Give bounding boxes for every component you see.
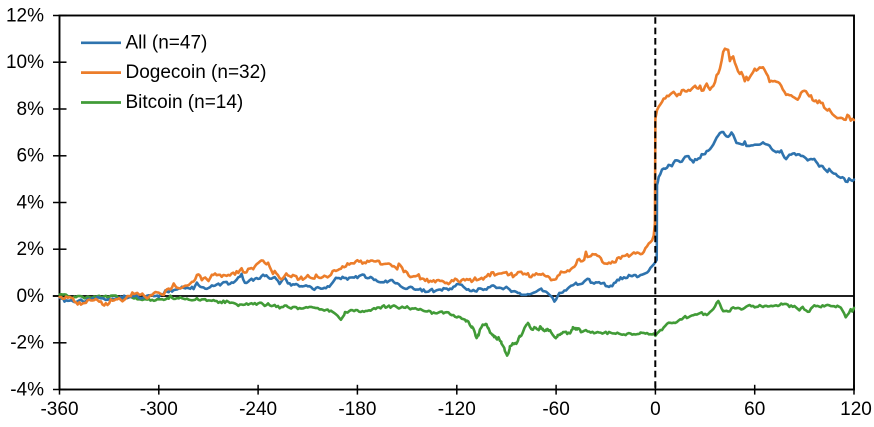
- svg-text:2%: 2%: [17, 239, 45, 260]
- svg-text:-180: -180: [338, 399, 376, 420]
- svg-text:6%: 6%: [17, 146, 45, 167]
- svg-text:-120: -120: [438, 399, 476, 420]
- svg-text:All (n=47): All (n=47): [126, 32, 208, 53]
- svg-text:120: 120: [840, 399, 872, 420]
- svg-text:4%: 4%: [17, 192, 45, 213]
- svg-text:-300: -300: [140, 399, 178, 420]
- svg-text:12%: 12%: [6, 5, 44, 26]
- svg-text:Dogecoin (n=32): Dogecoin (n=32): [126, 62, 267, 83]
- svg-text:0: 0: [650, 399, 661, 420]
- svg-text:Bitcoin (n=14): Bitcoin (n=14): [126, 92, 244, 113]
- svg-text:-60: -60: [542, 399, 569, 420]
- svg-text:-4%: -4%: [10, 379, 44, 400]
- svg-text:60: 60: [744, 399, 765, 420]
- svg-text:10%: 10%: [6, 52, 44, 73]
- svg-text:-360: -360: [40, 399, 78, 420]
- svg-text:-240: -240: [239, 399, 277, 420]
- svg-text:8%: 8%: [17, 99, 45, 120]
- svg-text:0%: 0%: [17, 286, 45, 307]
- svg-text:-2%: -2%: [10, 333, 44, 354]
